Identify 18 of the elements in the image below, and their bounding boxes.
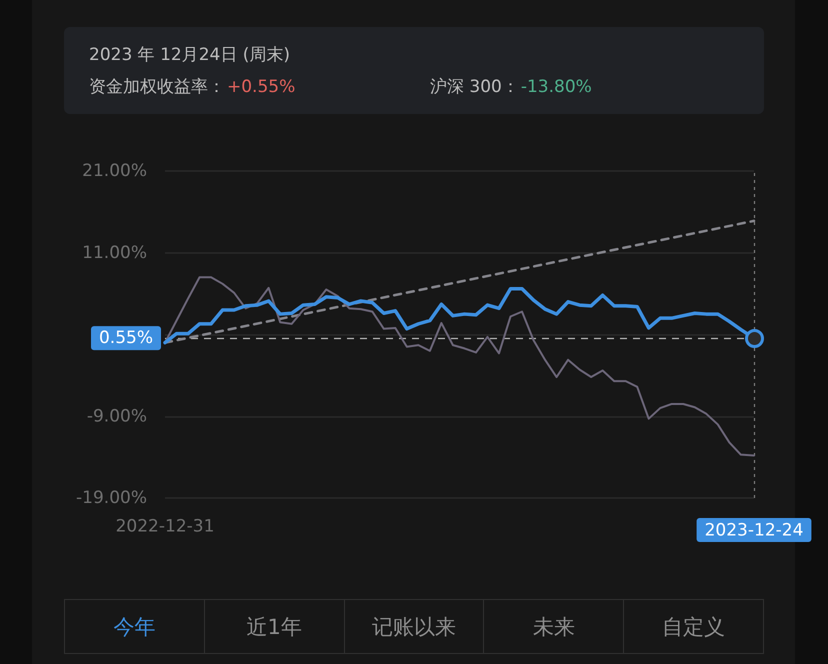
tab-button[interactable]: 自定义 bbox=[623, 600, 763, 653]
x-tick-label: 2022-12-31 bbox=[116, 516, 214, 536]
text: +0.55% bbox=[227, 76, 296, 98]
y-tick-label: -9.00% bbox=[86, 406, 147, 426]
text: 沪深 300： bbox=[430, 76, 519, 98]
y-tick-label: 11.00% bbox=[82, 242, 147, 263]
tab-button[interactable]: 未来 bbox=[483, 600, 624, 653]
x-tick-label: 2023-12-24 bbox=[704, 520, 804, 540]
y-tick-label: 21.00% bbox=[82, 161, 147, 181]
tab-button[interactable]: 今年 bbox=[65, 600, 204, 653]
line-series bbox=[164, 276, 755, 456]
tab-button[interactable]: 近1年 bbox=[204, 600, 344, 653]
text: -13.80% bbox=[520, 76, 592, 98]
y-tick-label: -19.00% bbox=[76, 488, 147, 508]
text: 2023 年 12月24日 (周末) bbox=[89, 44, 290, 66]
text: 资金加权收益率： bbox=[89, 76, 225, 98]
ref-line-label: 0.55% bbox=[98, 328, 153, 348]
tab-button[interactable]: 记账以来 bbox=[344, 600, 484, 653]
